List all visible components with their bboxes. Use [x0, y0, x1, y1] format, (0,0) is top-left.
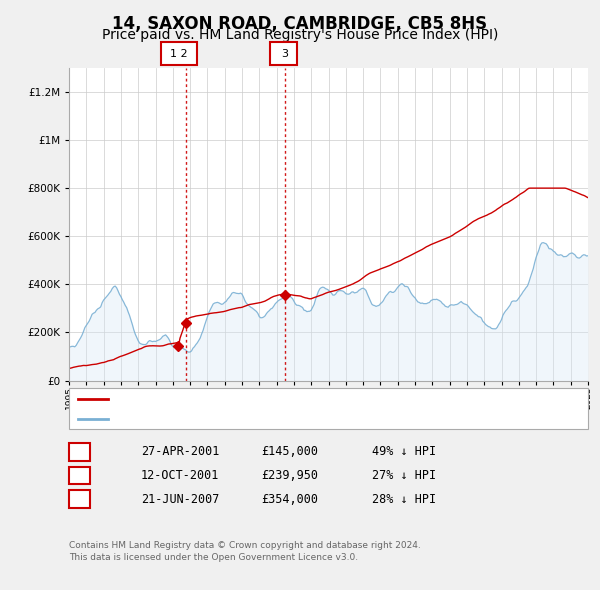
Text: 3: 3	[76, 493, 83, 506]
Text: 49% ↓ HPI: 49% ↓ HPI	[372, 445, 436, 458]
Text: 1: 1	[76, 445, 83, 458]
Text: 27% ↓ HPI: 27% ↓ HPI	[372, 469, 436, 482]
Text: 1 2: 1 2	[170, 49, 187, 58]
Text: 3: 3	[281, 49, 288, 58]
Text: 21-JUN-2007: 21-JUN-2007	[141, 493, 220, 506]
Text: 14, SAXON ROAD, CAMBRIDGE, CB5 8HS: 14, SAXON ROAD, CAMBRIDGE, CB5 8HS	[112, 15, 488, 33]
Text: 28% ↓ HPI: 28% ↓ HPI	[372, 493, 436, 506]
Text: 2: 2	[76, 469, 83, 482]
Text: This data is licensed under the Open Government Licence v3.0.: This data is licensed under the Open Gov…	[69, 553, 358, 562]
Text: Contains HM Land Registry data © Crown copyright and database right 2024.: Contains HM Land Registry data © Crown c…	[69, 541, 421, 550]
Text: £354,000: £354,000	[261, 493, 318, 506]
Text: 27-APR-2001: 27-APR-2001	[141, 445, 220, 458]
Text: Price paid vs. HM Land Registry's House Price Index (HPI): Price paid vs. HM Land Registry's House …	[102, 28, 498, 42]
Text: 14, SAXON ROAD, CAMBRIDGE, CB5 8HS (detached house): 14, SAXON ROAD, CAMBRIDGE, CB5 8HS (deta…	[112, 394, 431, 404]
Text: £239,950: £239,950	[261, 469, 318, 482]
Text: £145,000: £145,000	[261, 445, 318, 458]
Text: HPI: Average price, detached house, Cambridge: HPI: Average price, detached house, Camb…	[112, 414, 394, 424]
Text: 12-OCT-2001: 12-OCT-2001	[141, 469, 220, 482]
